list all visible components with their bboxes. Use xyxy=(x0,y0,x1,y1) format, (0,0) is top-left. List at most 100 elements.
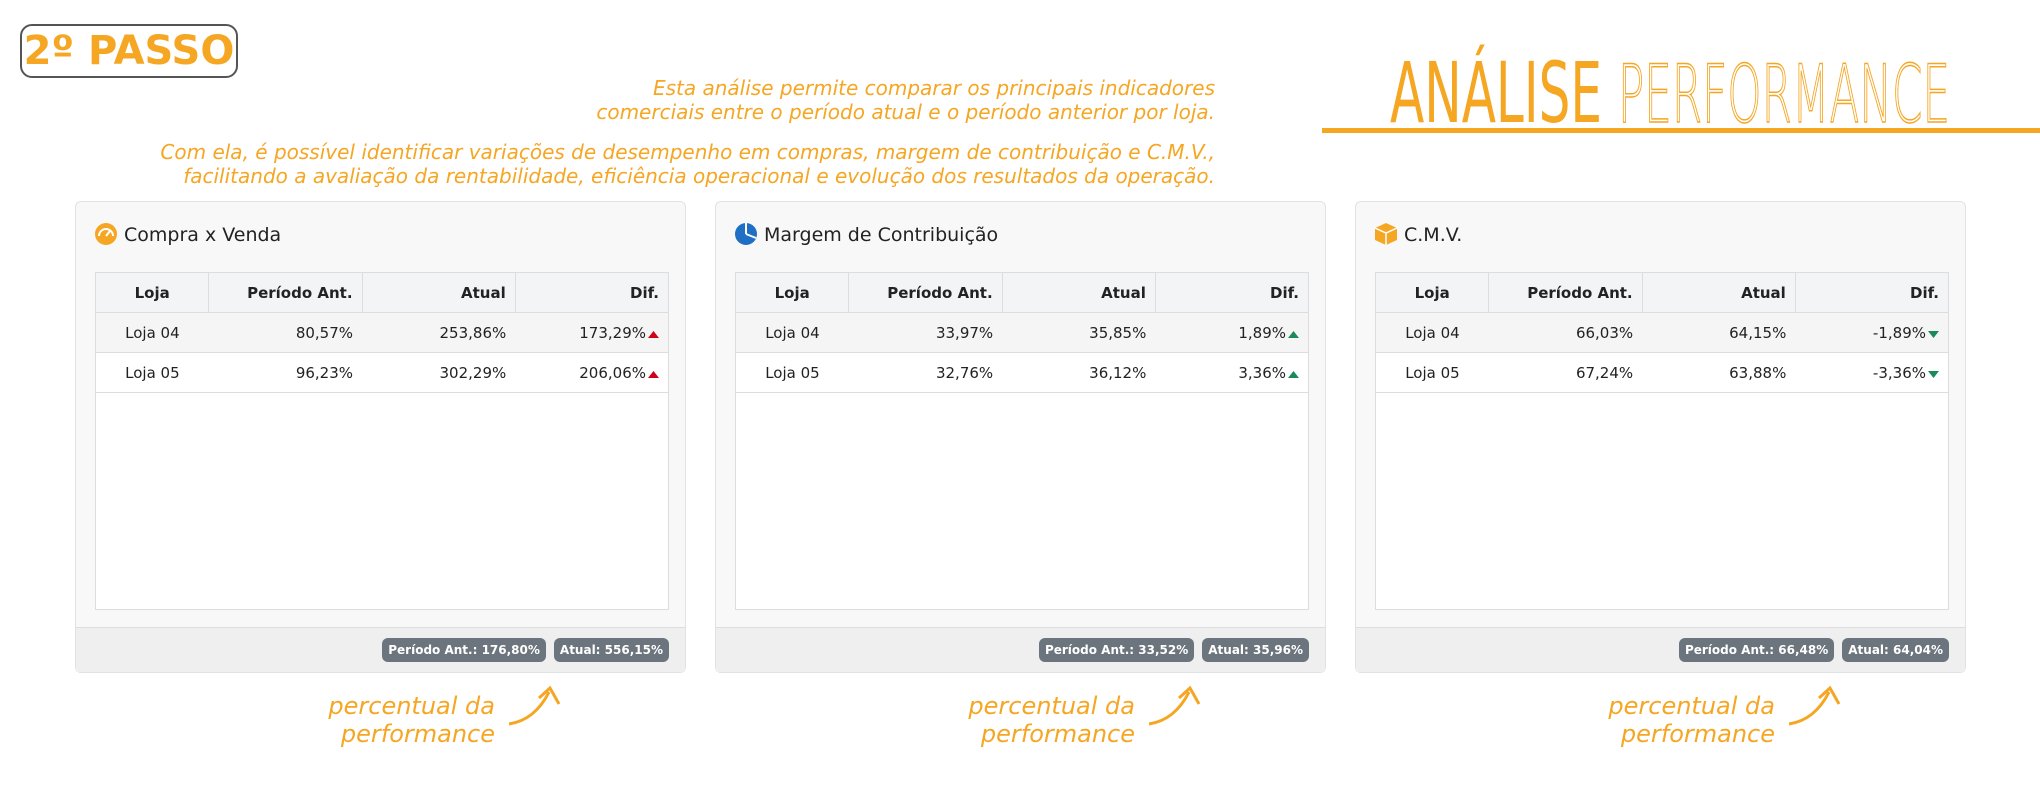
badge: Atual: 556,15% xyxy=(553,638,669,662)
table-box: Loja Período Ant. Atual Dif. Loja 04 66,03% 64… xyxy=(1375,272,1949,610)
cell-text: Loja 04 xyxy=(125,323,180,342)
cell: Loja 04 xyxy=(96,312,209,353)
cell-text: 66,03% xyxy=(1575,323,1634,342)
table-box: Loja Período Ant. Atual Dif. Loja 04 33,97% 35… xyxy=(735,272,1309,610)
cell: 35,85% xyxy=(1002,312,1156,353)
cell-text: 64,15% xyxy=(1729,323,1787,342)
annotation-line: percentual da xyxy=(968,692,1135,720)
annotation-line: performance xyxy=(1620,720,1775,748)
cell: 64,15% xyxy=(1642,312,1796,353)
cell-text: 3,36% xyxy=(1238,363,1286,382)
intro: Esta análise permite comparar os princip… xyxy=(160,76,1215,188)
cell: Loja 04 xyxy=(1376,312,1489,353)
intro-line: comerciais entre o período atual e o per… xyxy=(596,100,1215,124)
annotation: percentual da performance xyxy=(835,692,1135,748)
cell: 206,06% xyxy=(515,352,668,393)
table: Loja Período Ant. Atual Dif. Loja 04 66,03% 64… xyxy=(1376,273,1948,393)
annotation: percentual da performance xyxy=(195,692,495,748)
header-row: Loja Período Ant. Atual Dif. xyxy=(1376,273,1948,313)
panel: Margem de Contribuição Loja Período Ant. At… xyxy=(715,201,1326,673)
trend-arrow xyxy=(1286,364,1299,382)
cell: -3,36% xyxy=(1795,352,1948,393)
cell: 66,03% xyxy=(1488,312,1643,353)
panel-title: Compra x Venda xyxy=(124,224,282,246)
column-header: Período Ant. xyxy=(1488,273,1643,313)
panel-footer: Período Ant.: 66,48% Atual: 64,04% xyxy=(1356,627,1965,672)
badge: Período Ant.: 176,80% xyxy=(382,638,546,662)
cell-text: 253,86% xyxy=(439,323,507,342)
cell: Loja 05 xyxy=(736,352,849,393)
panel-icon xyxy=(94,222,118,250)
badge: Atual: 64,04% xyxy=(1842,638,1949,662)
table-row: Loja 04 80,57% 253,86% 173,29% xyxy=(96,312,668,353)
panel-title: C.M.V. xyxy=(1404,224,1463,246)
cell: 80,57% xyxy=(208,312,363,353)
cell: 33,97% xyxy=(848,312,1003,353)
table-box: Loja Período Ant. Atual Dif. Loja 04 80,57% 25… xyxy=(95,272,669,610)
cell: Loja 05 xyxy=(1376,352,1489,393)
cell-text: 35,85% xyxy=(1089,323,1147,342)
cell: 36,12% xyxy=(1002,352,1156,393)
table: Loja Período Ant. Atual Dif. Loja 04 33,97% 35… xyxy=(736,273,1308,393)
cell-text: 206,06% xyxy=(579,363,646,382)
cell-text: -3,36% xyxy=(1872,363,1926,382)
cell: 67,24% xyxy=(1488,352,1643,393)
intro-line: Com ela, é possível identificar variaçõe… xyxy=(160,140,1215,164)
trend-arrow xyxy=(1926,324,1939,342)
badge: Período Ant.: 33,52% xyxy=(1038,638,1195,662)
cell-text: 67,24% xyxy=(1575,363,1634,382)
annotation-line: percentual da xyxy=(1608,692,1775,720)
title-underline xyxy=(1322,128,2040,133)
column-header: Período Ant. xyxy=(208,273,363,313)
cell: 1,89% xyxy=(1155,312,1308,353)
cell: 173,29% xyxy=(515,312,668,353)
cell-text: 1,89% xyxy=(1238,323,1286,342)
annotation-arrow xyxy=(1145,684,1207,734)
column-header: Loja xyxy=(96,273,210,313)
annotation-arrow xyxy=(505,684,567,734)
column-header: Atual xyxy=(362,273,516,313)
cell-text: 33,97% xyxy=(935,323,994,342)
cell-text: 32,76% xyxy=(935,363,994,382)
badge: Período Ant.: 66,48% xyxy=(1678,638,1835,662)
panel: C.M.V. Loja Período Ant. Atual Dif. Loja 04 66… xyxy=(1355,201,1966,673)
cell: 96,23% xyxy=(208,352,363,393)
table-row: Loja 05 32,76% 36,12% 3,36% xyxy=(736,352,1308,393)
intro-line: Esta análise permite comparar os princip… xyxy=(652,76,1215,100)
panel-footer: Período Ant.: 176,80% Atual: 556,15% xyxy=(76,627,685,672)
step-badge: 2º PASSO xyxy=(20,24,238,78)
panel: Compra x Venda Loja Período Ant. Atual Dif. L… xyxy=(75,201,686,673)
page-title: ANÁLISE PERFORMANCE xyxy=(1322,44,2040,136)
cell-text: 302,29% xyxy=(439,363,507,382)
trend-arrow xyxy=(1926,364,1939,382)
trend-arrow xyxy=(646,324,659,342)
badge: Atual: 35,96% xyxy=(1202,638,1309,662)
trend-arrow xyxy=(646,364,659,382)
intro-line: facilitando a avaliação da rentabilidade… xyxy=(183,164,1215,188)
cell-text: -1,89% xyxy=(1872,323,1926,342)
column-header: Loja xyxy=(1376,273,1490,313)
cell: Loja 05 xyxy=(96,352,209,393)
annotation-line: percentual da xyxy=(328,692,495,720)
column-header: Dif. xyxy=(515,273,668,313)
table-row: Loja 04 66,03% 64,15% -1,89% xyxy=(1376,312,1948,353)
trend-arrow xyxy=(1286,324,1299,342)
cell-text: Loja 05 xyxy=(765,363,820,382)
cell: 3,36% xyxy=(1155,352,1308,393)
column-header: Atual xyxy=(1002,273,1156,313)
title-light: PERFORMANCE xyxy=(1618,48,1950,136)
cell: 253,86% xyxy=(362,312,516,353)
cell-text: Loja 04 xyxy=(1405,323,1460,342)
column-header: Dif. xyxy=(1155,273,1308,313)
cell: Loja 04 xyxy=(736,312,849,353)
table-row: Loja 04 33,97% 35,85% 1,89% xyxy=(736,312,1308,353)
cell-text: 96,23% xyxy=(295,363,354,382)
panel-title: Margem de Contribuição xyxy=(764,224,999,246)
annotation-arrow xyxy=(1785,684,1847,734)
cell-text: 63,88% xyxy=(1729,363,1787,382)
title-bold: ANÁLISE xyxy=(1390,44,1602,136)
table-row: Loja 05 67,24% 63,88% -3,36% xyxy=(1376,352,1948,393)
annotation-line: performance xyxy=(340,720,495,748)
table: Loja Período Ant. Atual Dif. Loja 04 80,57% 25… xyxy=(96,273,668,393)
